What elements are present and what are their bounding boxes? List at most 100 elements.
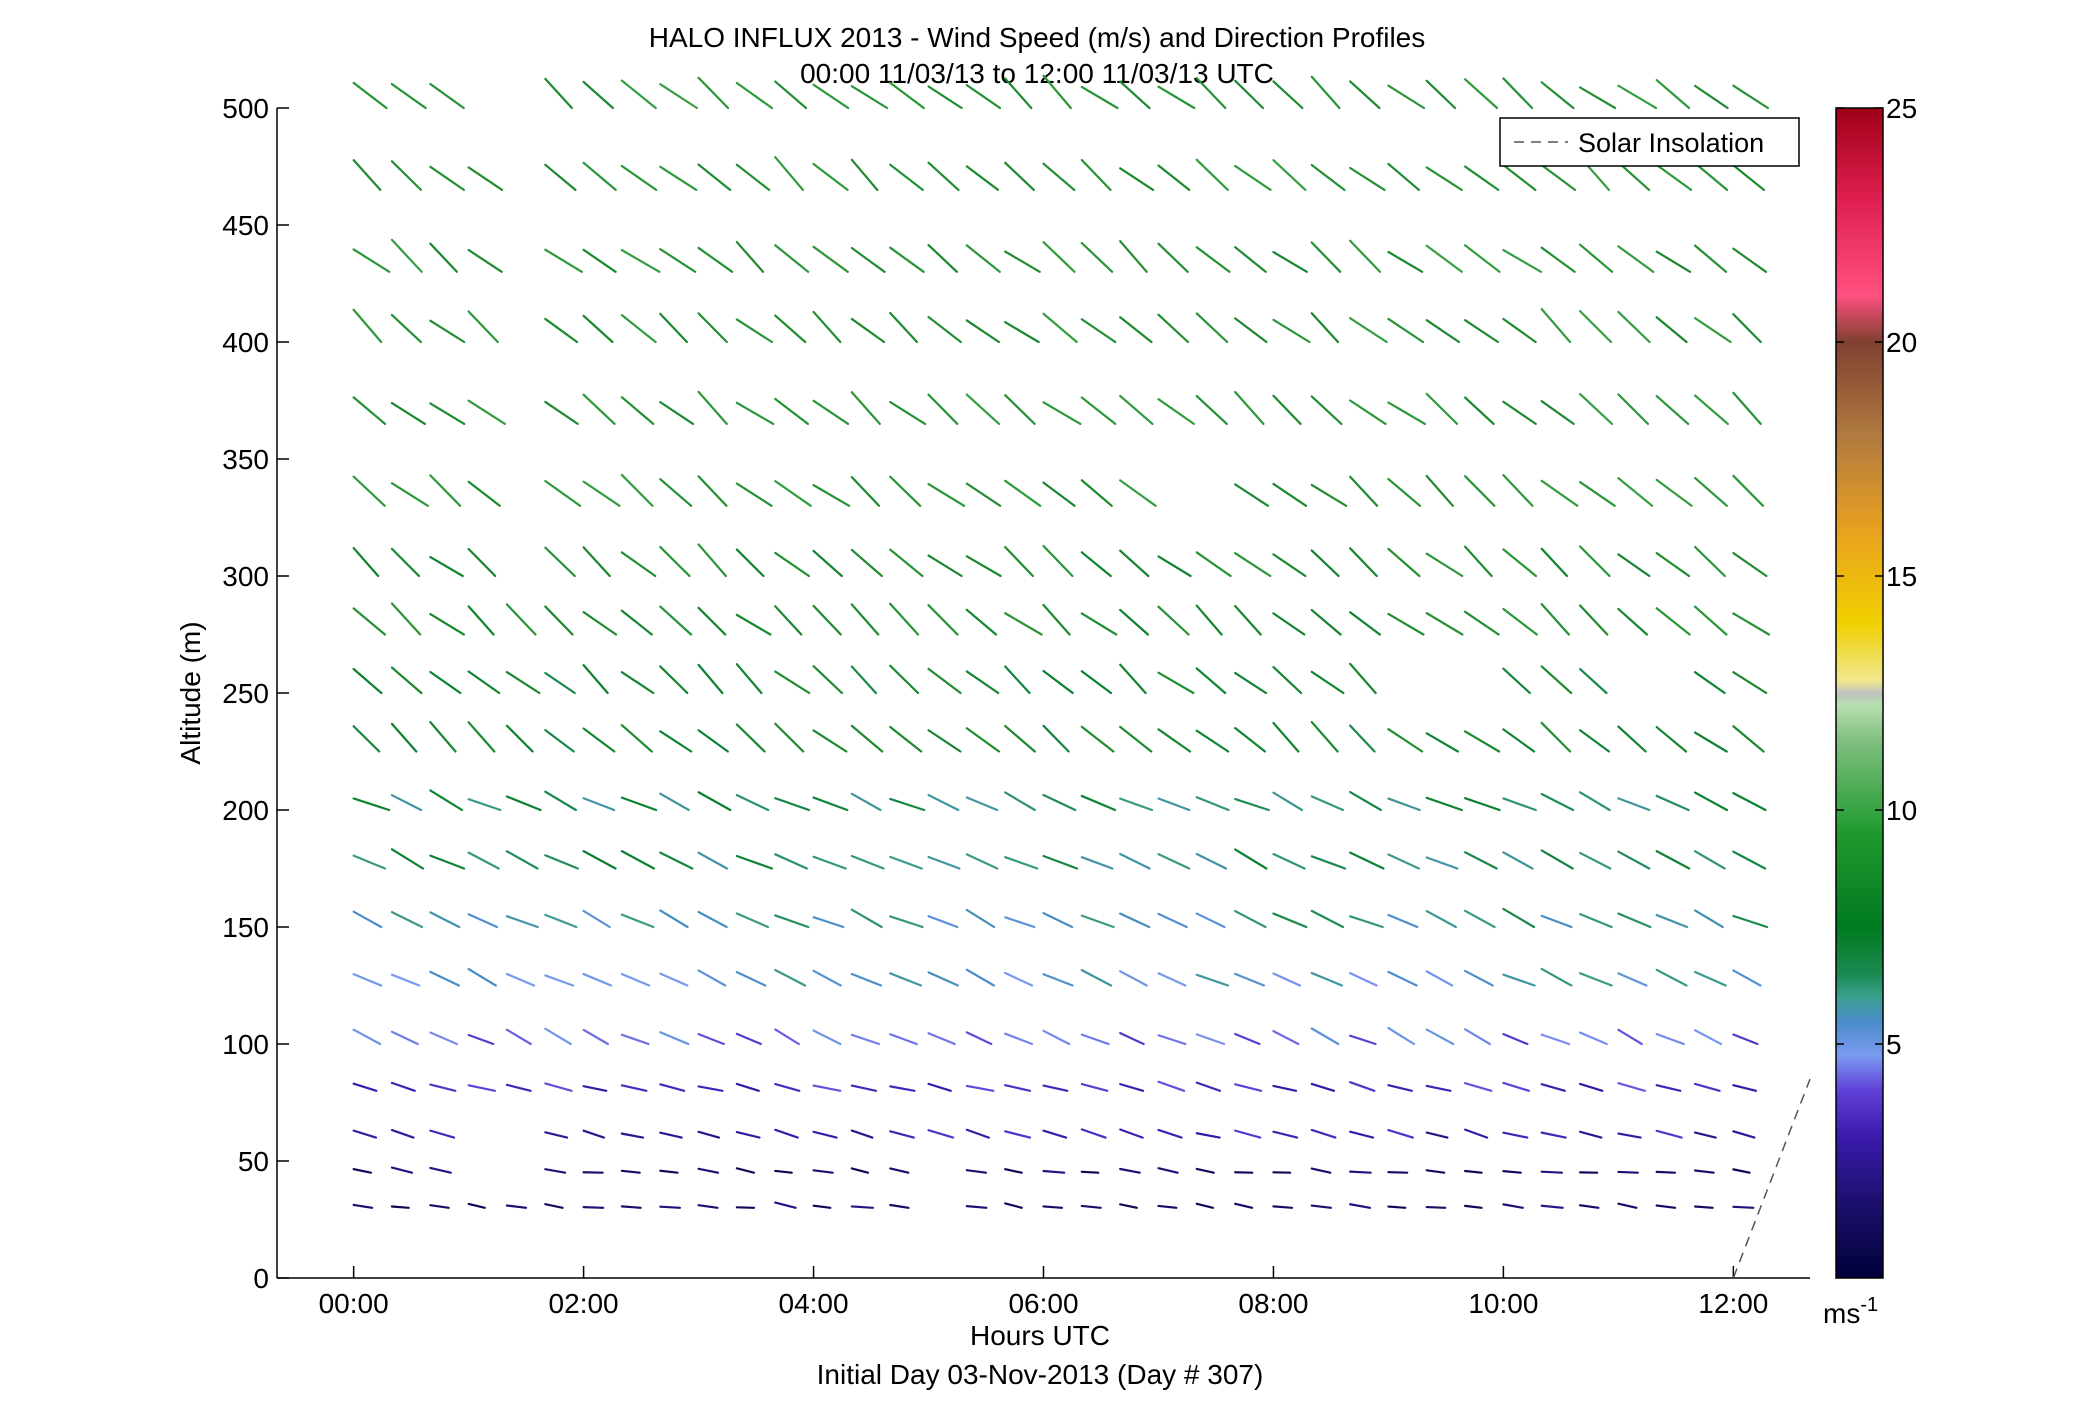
wind-vector: [697, 1130, 721, 1139]
wind-vector: [1157, 852, 1191, 870]
x-tick-label: 06:00: [1008, 1288, 1078, 1319]
wind-vector: [1080, 396, 1117, 425]
wind-vector: [697, 1204, 719, 1209]
wind-vector: [1119, 970, 1148, 987]
wind-vector: [735, 663, 763, 695]
wind-vector: [1502, 907, 1536, 929]
wind-vector: [390, 1205, 410, 1209]
wind-vector: [1540, 246, 1576, 273]
wind-vector: [1655, 1170, 1677, 1174]
wind-vector: [927, 915, 959, 929]
wind-vector: [1617, 553, 1651, 578]
wind-vector: [467, 1202, 486, 1209]
wind-vector: [1119, 394, 1154, 425]
y-tick-label: 100: [222, 1029, 269, 1060]
wind-vector: [1080, 969, 1113, 987]
wind-vector: [467, 166, 504, 191]
wind-vector: [620, 551, 657, 578]
wind-vector: [1310, 1128, 1337, 1139]
wind-vector: [1042, 1084, 1069, 1092]
wind-vector: [390, 1128, 415, 1139]
wind-vector: [1310, 608, 1342, 636]
wind-vector: [467, 605, 495, 636]
wind-vector: [1234, 972, 1266, 987]
wind-vector: [1732, 612, 1771, 636]
wind-vector: [1578, 972, 1613, 987]
wind-vector: [390, 82, 427, 110]
wind-vector: [927, 243, 958, 273]
wind-vector: [735, 1206, 756, 1209]
wind-vector: [1387, 913, 1419, 929]
wind-vector: [390, 911, 424, 929]
wind-vector: [1310, 395, 1343, 425]
wind-vector: [774, 80, 808, 110]
wind-vector: [1617, 1028, 1643, 1046]
wind-vector: [620, 249, 661, 273]
wind-vector: [965, 608, 998, 636]
wind-vector: [812, 1029, 842, 1046]
wind-vector: [429, 789, 464, 812]
wind-vector: [1349, 724, 1376, 753]
wind-vector: [735, 1032, 763, 1046]
wind-vector: [544, 248, 583, 273]
wind-vector: [850, 724, 884, 753]
wind-vector: [620, 314, 657, 344]
wind-vector: [1349, 790, 1383, 812]
wind-vector: [774, 397, 810, 425]
wind-vector: [889, 602, 920, 636]
wind-vectors: [352, 74, 1771, 1209]
wind-vector: [1502, 797, 1537, 812]
wind-vector: [1502, 1081, 1531, 1092]
wind-vector: [1349, 475, 1379, 507]
x-tick-label: 10:00: [1468, 1288, 1538, 1319]
wind-vector: [659, 909, 689, 929]
wind-vector: [1655, 725, 1688, 753]
wind-vector: [1272, 972, 1302, 987]
wind-vector: [1272, 318, 1311, 344]
wind-vector: [1349, 547, 1378, 578]
wind-vector: [582, 80, 615, 110]
wind-vector: [735, 1130, 761, 1139]
wind-vector: [1119, 797, 1154, 812]
wind-vector: [352, 1082, 378, 1092]
wind-vector: [850, 854, 885, 870]
wind-vector: [429, 1083, 457, 1092]
wind-vector: [889, 163, 924, 191]
wind-vector: [1119, 1203, 1138, 1209]
wind-vector: [1693, 244, 1728, 273]
wind-vector: [1387, 728, 1424, 753]
colorbar-tick-label: 10: [1886, 795, 1917, 826]
wind-vector: [429, 612, 465, 636]
wind-vector: [850, 246, 886, 273]
wind-vector: [812, 399, 850, 425]
wind-vector: [697, 76, 730, 110]
wind-vector: [965, 165, 1000, 191]
wind-vector: [1080, 670, 1113, 695]
wind-vector: [1732, 969, 1762, 987]
wind-vector: [1693, 970, 1727, 987]
wind-vector: [1234, 552, 1272, 578]
wind-vector: [1119, 1167, 1141, 1174]
wind-vector: [1310, 163, 1346, 191]
wind-vector: [1349, 611, 1381, 636]
wind-vector: [1272, 1130, 1299, 1139]
wind-vector: [812, 310, 842, 344]
wind-vector: [1732, 1033, 1759, 1046]
wind-vector: [1042, 854, 1079, 870]
wind-vector: [1464, 396, 1495, 425]
wind-vector: [697, 163, 732, 191]
wind-vector: [889, 1203, 910, 1209]
wind-vector: [1310, 241, 1342, 273]
wind-vector: [850, 548, 883, 578]
wind-vector: [1272, 250, 1308, 273]
wind-vector: [1310, 971, 1344, 987]
wind-vector: [1080, 241, 1114, 273]
wind-vector: [390, 1030, 419, 1046]
wind-vector: [1349, 915, 1384, 929]
wind-vector: [1080, 85, 1119, 110]
wind-vector: [1617, 161, 1651, 191]
wind-vector: [735, 971, 767, 987]
wind-vector: [774, 968, 807, 987]
wind-vector: [1464, 610, 1500, 636]
wind-vector: [965, 968, 996, 987]
